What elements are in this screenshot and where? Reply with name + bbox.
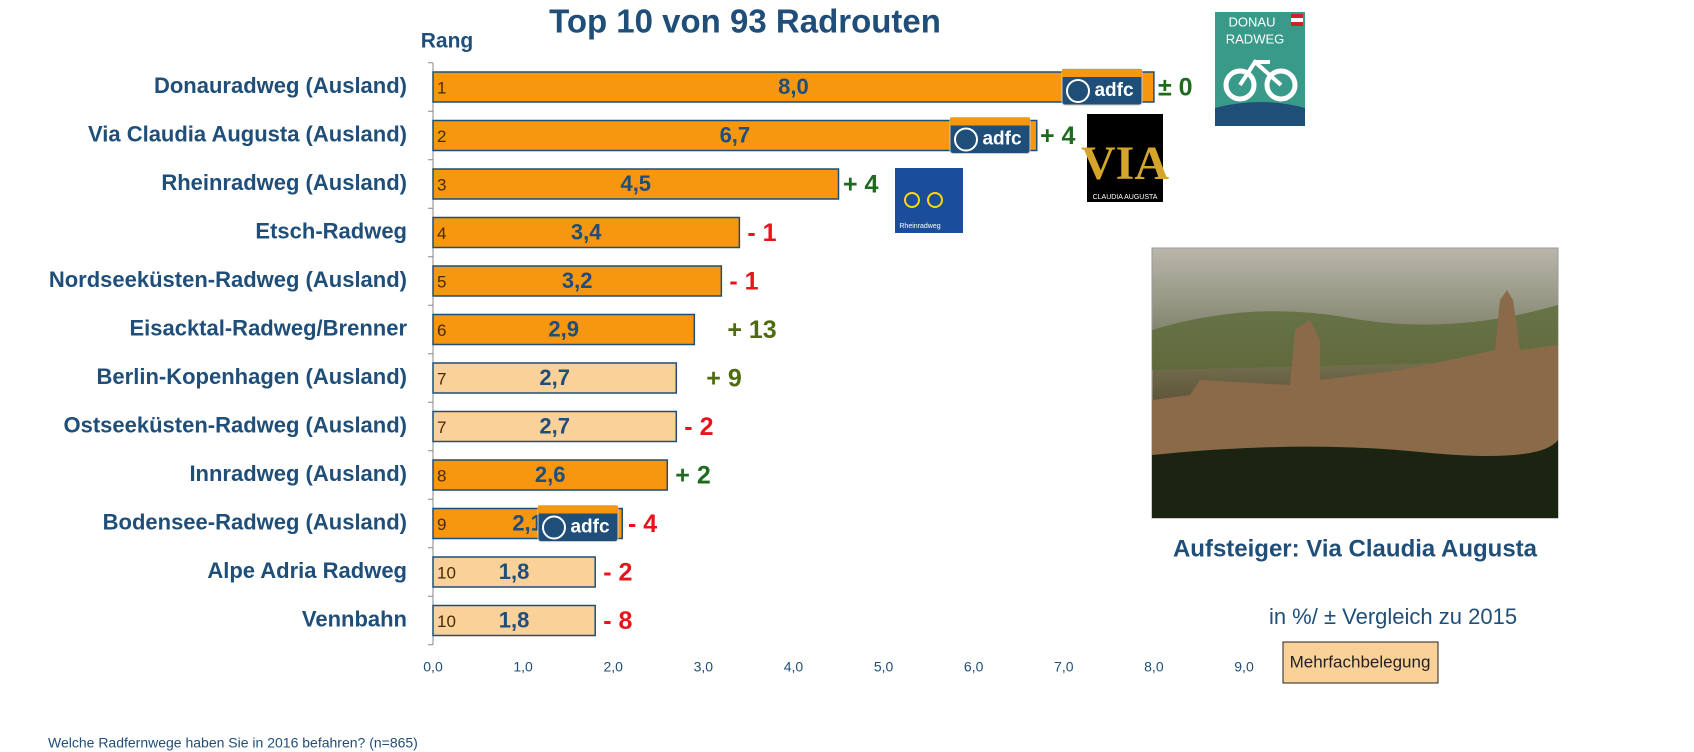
- x-tick-label: 3,0: [694, 659, 714, 675]
- logo-text: 15: [948, 219, 958, 229]
- badge-text: adfc: [570, 517, 610, 538]
- badge-top: [950, 118, 1030, 126]
- rank-label: 5: [437, 272, 446, 291]
- change-label: - 2: [603, 559, 632, 587]
- x-tick-label: 4,0: [784, 659, 804, 675]
- rank-label: 1: [437, 78, 446, 97]
- category-label: Nordseeküsten-Radweg (Ausland): [49, 267, 407, 292]
- x-tick-label: 8,0: [1144, 659, 1164, 675]
- x-tick-label: 6,0: [964, 659, 984, 675]
- x-tick-label: 9,0: [1234, 659, 1254, 675]
- change-label: + 9: [706, 365, 741, 393]
- adfc-badge: adfc: [1062, 69, 1142, 105]
- rank-label: 6: [437, 321, 446, 340]
- logo-text: CLAUDIA AUGUSTA: [1093, 194, 1158, 201]
- value-label: 1,8: [499, 607, 530, 632]
- value-label: 1,8: [499, 559, 530, 584]
- rank-label: 4: [437, 224, 446, 243]
- unit-note: in %/ ± Vergleich zu 2015: [1269, 604, 1517, 629]
- value-label: 2,6: [535, 462, 566, 487]
- chart-title: Top 10 von 93 Radrouten: [549, 3, 941, 40]
- x-tick-label: 2,0: [603, 659, 623, 675]
- change-label: - 1: [747, 219, 776, 247]
- category-label: Bodensee-Radweg (Ausland): [103, 509, 407, 534]
- value-label: 2,9: [548, 316, 579, 341]
- rhein-logo: Rheinradweg 15: [895, 168, 963, 233]
- change-label: + 4: [1040, 122, 1076, 150]
- x-tick-label: 1,0: [513, 659, 533, 675]
- change-label: - 2: [684, 413, 713, 441]
- donau-logo: DONAU RADWEG: [1215, 12, 1305, 126]
- logo-text: Rheinradweg: [899, 223, 940, 230]
- change-label: - 4: [628, 510, 657, 538]
- x-tick-label: 5,0: [874, 659, 894, 675]
- rank-label: 2: [437, 127, 446, 146]
- photo: [1152, 248, 1558, 518]
- rank-header: Rang: [421, 30, 474, 53]
- rank-label: 3: [437, 175, 446, 194]
- rank-label: 9: [437, 515, 446, 534]
- change-label: + 13: [727, 316, 776, 344]
- category-label: Rheinradweg (Ausland): [161, 170, 407, 195]
- x-tick-label: 0,0: [423, 659, 443, 675]
- rank-label: 7: [437, 418, 446, 437]
- badge-text: adfc: [1094, 80, 1134, 101]
- adfc-badge: adfc: [538, 506, 618, 542]
- value-label: 2,7: [539, 365, 570, 390]
- change-label: - 8: [603, 607, 632, 635]
- value-label: 4,5: [620, 171, 651, 196]
- caption: Aufsteiger: Via Claudia Augusta: [1173, 535, 1538, 562]
- category-label: Berlin-Kopenhagen (Ausland): [97, 364, 407, 389]
- category-label: Eisacktal-Radweg/Brenner: [129, 315, 407, 340]
- category-label: Via Claudia Augusta (Ausland): [88, 121, 407, 146]
- value-label: 3,4: [571, 219, 602, 244]
- category-label: Etsch-Radweg: [255, 218, 407, 243]
- rank-label: 8: [437, 466, 446, 485]
- via-logo: VIA CLAUDIA AUGUSTA: [1081, 114, 1169, 202]
- category-label: Ostseeküsten-Radweg (Ausland): [63, 412, 407, 437]
- change-label: - 1: [729, 268, 758, 296]
- rank-label: 10: [437, 612, 456, 631]
- x-tick-label: 7,0: [1054, 659, 1074, 675]
- logo-text: VIA: [1081, 137, 1169, 190]
- category-label: Alpe Adria Radweg: [207, 558, 407, 583]
- value-label: 6,7: [720, 122, 751, 147]
- logo-text: RADWEG: [1226, 31, 1285, 46]
- rank-label: 10: [437, 563, 456, 582]
- value-label: 3,2: [562, 268, 593, 293]
- category-label: Donauradweg (Ausland): [154, 73, 407, 98]
- category-label: Vennbahn: [302, 606, 407, 631]
- badge-text: adfc: [982, 129, 1022, 150]
- chart: Top 10 von 93 Radrouten Rang Welche Radf…: [0, 0, 1694, 752]
- badge-top: [1062, 69, 1142, 77]
- change-label: + 4: [843, 171, 879, 199]
- footnote: Welche Radfernwege haben Sie in 2016 bef…: [48, 735, 418, 751]
- value-label: 8,0: [778, 74, 809, 99]
- rank-label: 7: [437, 369, 446, 388]
- change-label: ± 0: [1158, 74, 1193, 102]
- badge-top: [538, 506, 618, 514]
- legend-label: Mehrfachbelegung: [1290, 652, 1431, 671]
- category-label: Innradweg (Ausland): [189, 461, 407, 486]
- value-label: 2,7: [539, 413, 570, 438]
- logo-text: DONAU: [1229, 14, 1276, 29]
- adfc-badge: adfc: [950, 118, 1030, 154]
- change-label: + 2: [675, 462, 710, 490]
